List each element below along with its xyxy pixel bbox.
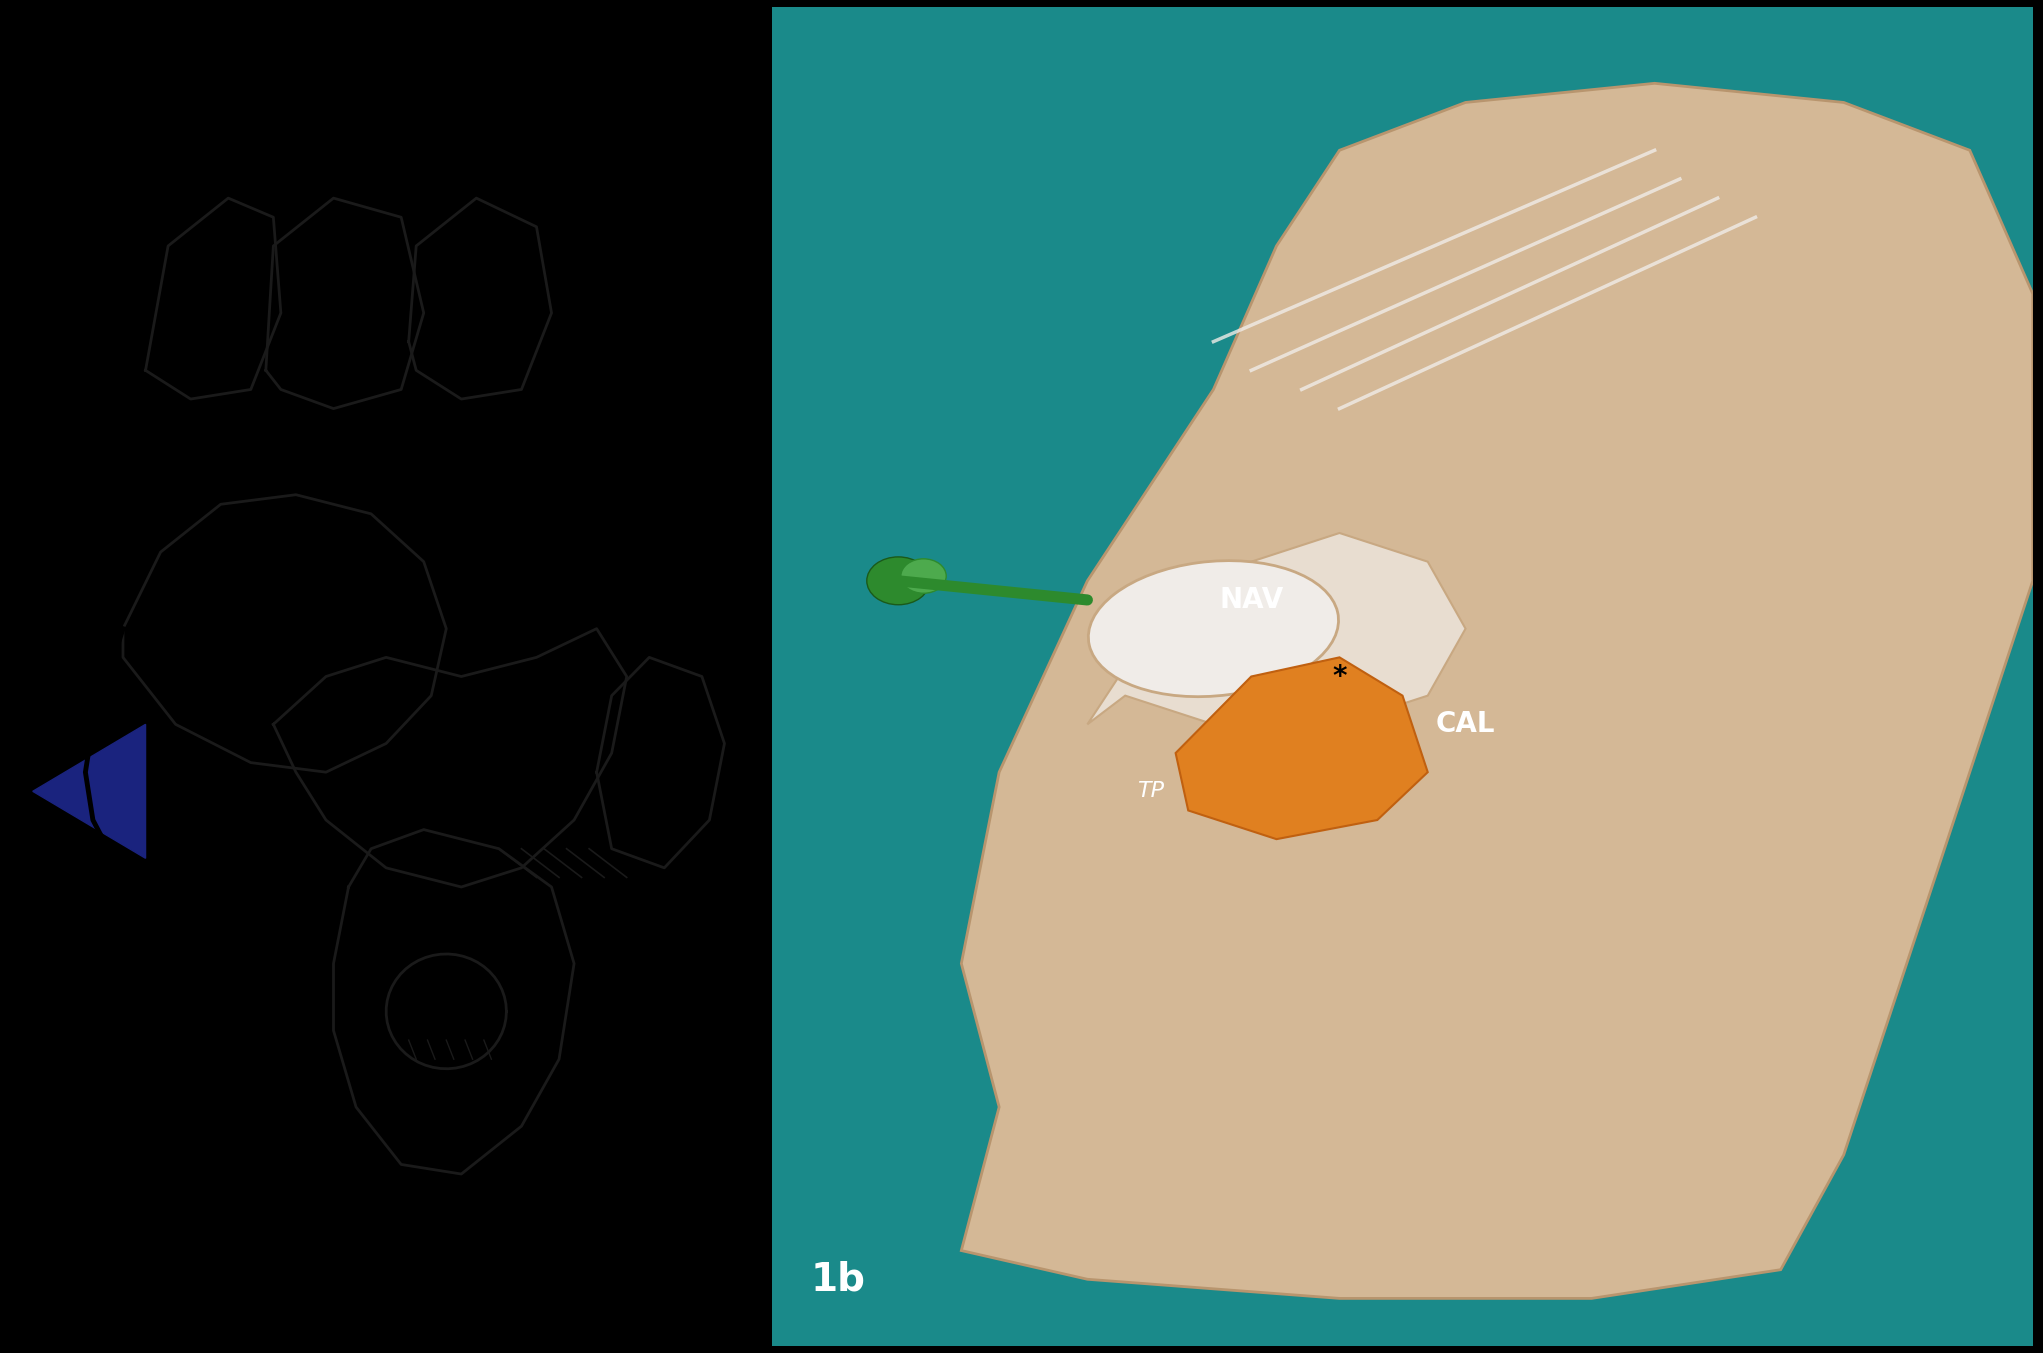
Text: NAV: NAV <box>182 612 259 645</box>
Text: 1b: 1b <box>811 1261 864 1299</box>
Text: *: * <box>1332 663 1346 690</box>
Ellipse shape <box>1089 560 1338 697</box>
Polygon shape <box>1087 533 1465 724</box>
Text: TP: TP <box>1136 781 1165 801</box>
Polygon shape <box>1175 658 1428 839</box>
Circle shape <box>901 559 946 593</box>
Circle shape <box>866 557 930 605</box>
Text: CAL: CAL <box>425 736 496 770</box>
Text: 1a: 1a <box>33 1261 86 1299</box>
Polygon shape <box>962 84 2033 1299</box>
Text: NAV: NAV <box>1220 586 1283 614</box>
Text: CAL: CAL <box>1436 710 1495 739</box>
Polygon shape <box>33 724 145 858</box>
